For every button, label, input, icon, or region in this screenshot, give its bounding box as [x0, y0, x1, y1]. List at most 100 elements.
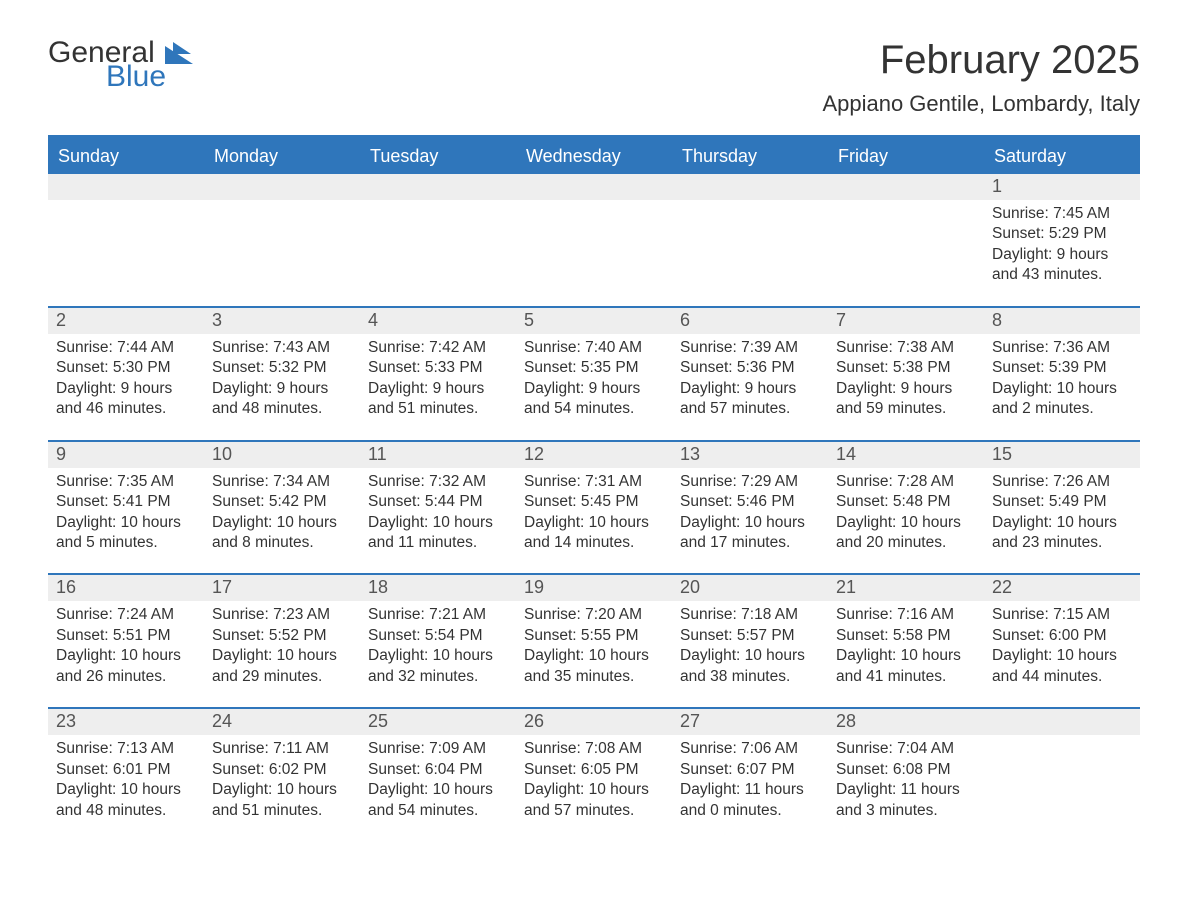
sunset-line: Sunset: 5:46 PM	[680, 492, 820, 512]
sunrise-line: Sunrise: 7:04 AM	[836, 739, 976, 759]
day-number	[360, 174, 516, 200]
day-number: 24	[204, 709, 360, 735]
day-cell	[672, 200, 828, 306]
week-row: 1Sunrise: 7:45 AMSunset: 5:29 PMDaylight…	[48, 174, 1140, 306]
dow-saturday: Saturday	[984, 139, 1140, 174]
daylight-line: Daylight: 10 hours and 2 minutes.	[992, 379, 1132, 420]
day-body-row: Sunrise: 7:44 AMSunset: 5:30 PMDaylight:…	[48, 334, 1140, 440]
dow-friday: Friday	[828, 139, 984, 174]
sunset-line: Sunset: 5:33 PM	[368, 358, 508, 378]
day-number: 23	[48, 709, 204, 735]
sunrise-line: Sunrise: 7:08 AM	[524, 739, 664, 759]
sunrise-line: Sunrise: 7:43 AM	[212, 338, 352, 358]
daylight-line: Daylight: 9 hours and 46 minutes.	[56, 379, 196, 420]
title-block: February 2025 Appiano Gentile, Lombardy,…	[822, 38, 1140, 117]
daylight-line: Daylight: 10 hours and 29 minutes.	[212, 646, 352, 687]
sunset-line: Sunset: 6:02 PM	[212, 760, 352, 780]
day-number	[672, 174, 828, 200]
day-number: 28	[828, 709, 984, 735]
daylight-line: Daylight: 9 hours and 57 minutes.	[680, 379, 820, 420]
week-row: 9101112131415Sunrise: 7:35 AMSunset: 5:4…	[48, 440, 1140, 574]
day-number: 21	[828, 575, 984, 601]
day-body-row: Sunrise: 7:24 AMSunset: 5:51 PMDaylight:…	[48, 601, 1140, 707]
sunrise-line: Sunrise: 7:11 AM	[212, 739, 352, 759]
day-number: 11	[360, 442, 516, 468]
day-number	[204, 174, 360, 200]
day-number: 25	[360, 709, 516, 735]
sunset-line: Sunset: 5:42 PM	[212, 492, 352, 512]
day-cell: Sunrise: 7:31 AMSunset: 5:45 PMDaylight:…	[516, 468, 672, 574]
day-cell	[828, 200, 984, 306]
sunset-line: Sunset: 5:38 PM	[836, 358, 976, 378]
sunset-line: Sunset: 5:57 PM	[680, 626, 820, 646]
sunset-line: Sunset: 5:49 PM	[992, 492, 1132, 512]
day-number: 13	[672, 442, 828, 468]
dow-wednesday: Wednesday	[516, 139, 672, 174]
day-cell	[48, 200, 204, 306]
sunrise-line: Sunrise: 7:42 AM	[368, 338, 508, 358]
sunrise-line: Sunrise: 7:26 AM	[992, 472, 1132, 492]
sunset-line: Sunset: 5:44 PM	[368, 492, 508, 512]
day-cell: Sunrise: 7:06 AMSunset: 6:07 PMDaylight:…	[672, 735, 828, 841]
day-cell: Sunrise: 7:18 AMSunset: 5:57 PMDaylight:…	[672, 601, 828, 707]
daylight-line: Daylight: 10 hours and 8 minutes.	[212, 513, 352, 554]
day-cell: Sunrise: 7:39 AMSunset: 5:36 PMDaylight:…	[672, 334, 828, 440]
sunset-line: Sunset: 5:52 PM	[212, 626, 352, 646]
day-number: 27	[672, 709, 828, 735]
flag-icon	[165, 42, 199, 64]
header: General Blue February 2025 Appiano Genti…	[48, 38, 1140, 117]
sunset-line: Sunset: 5:30 PM	[56, 358, 196, 378]
sunset-line: Sunset: 5:39 PM	[992, 358, 1132, 378]
day-body-row: Sunrise: 7:13 AMSunset: 6:01 PMDaylight:…	[48, 735, 1140, 841]
sunrise-line: Sunrise: 7:21 AM	[368, 605, 508, 625]
day-number: 12	[516, 442, 672, 468]
sunset-line: Sunset: 6:07 PM	[680, 760, 820, 780]
daylight-line: Daylight: 9 hours and 43 minutes.	[992, 245, 1132, 286]
brand-logo: General Blue	[48, 38, 199, 92]
daylight-line: Daylight: 10 hours and 17 minutes.	[680, 513, 820, 554]
sunset-line: Sunset: 6:05 PM	[524, 760, 664, 780]
sunrise-line: Sunrise: 7:24 AM	[56, 605, 196, 625]
day-number: 1	[984, 174, 1140, 200]
sunrise-line: Sunrise: 7:18 AM	[680, 605, 820, 625]
dow-sunday: Sunday	[48, 139, 204, 174]
day-cell: Sunrise: 7:35 AMSunset: 5:41 PMDaylight:…	[48, 468, 204, 574]
sunrise-line: Sunrise: 7:36 AM	[992, 338, 1132, 358]
sunset-line: Sunset: 5:29 PM	[992, 224, 1132, 244]
daylight-line: Daylight: 10 hours and 32 minutes.	[368, 646, 508, 687]
daylight-line: Daylight: 10 hours and 11 minutes.	[368, 513, 508, 554]
daylight-line: Daylight: 10 hours and 41 minutes.	[836, 646, 976, 687]
sunrise-line: Sunrise: 7:23 AM	[212, 605, 352, 625]
week-row: 232425262728 Sunrise: 7:13 AMSunset: 6:0…	[48, 707, 1140, 841]
day-number: 22	[984, 575, 1140, 601]
sunset-line: Sunset: 5:55 PM	[524, 626, 664, 646]
day-cell: Sunrise: 7:28 AMSunset: 5:48 PMDaylight:…	[828, 468, 984, 574]
day-number	[48, 174, 204, 200]
sunrise-line: Sunrise: 7:09 AM	[368, 739, 508, 759]
daylight-line: Daylight: 9 hours and 51 minutes.	[368, 379, 508, 420]
day-cell: Sunrise: 7:34 AMSunset: 5:42 PMDaylight:…	[204, 468, 360, 574]
day-number: 26	[516, 709, 672, 735]
day-body-row: Sunrise: 7:35 AMSunset: 5:41 PMDaylight:…	[48, 468, 1140, 574]
day-number: 2	[48, 308, 204, 334]
sunset-line: Sunset: 5:35 PM	[524, 358, 664, 378]
daylight-line: Daylight: 10 hours and 48 minutes.	[56, 780, 196, 821]
day-cell	[516, 200, 672, 306]
day-cell: Sunrise: 7:20 AMSunset: 5:55 PMDaylight:…	[516, 601, 672, 707]
week-row: 16171819202122Sunrise: 7:24 AMSunset: 5:…	[48, 573, 1140, 707]
day-number: 14	[828, 442, 984, 468]
sunrise-line: Sunrise: 7:34 AM	[212, 472, 352, 492]
day-cell: Sunrise: 7:08 AMSunset: 6:05 PMDaylight:…	[516, 735, 672, 841]
sunrise-line: Sunrise: 7:40 AM	[524, 338, 664, 358]
daylight-line: Daylight: 10 hours and 23 minutes.	[992, 513, 1132, 554]
day-cell: Sunrise: 7:09 AMSunset: 6:04 PMDaylight:…	[360, 735, 516, 841]
sunrise-line: Sunrise: 7:32 AM	[368, 472, 508, 492]
day-cell: Sunrise: 7:42 AMSunset: 5:33 PMDaylight:…	[360, 334, 516, 440]
day-number	[516, 174, 672, 200]
day-of-week-header: Sunday Monday Tuesday Wednesday Thursday…	[48, 139, 1140, 174]
sunrise-line: Sunrise: 7:29 AM	[680, 472, 820, 492]
day-number: 6	[672, 308, 828, 334]
daynum-strip: 1	[48, 174, 1140, 200]
sunset-line: Sunset: 6:00 PM	[992, 626, 1132, 646]
day-number: 20	[672, 575, 828, 601]
